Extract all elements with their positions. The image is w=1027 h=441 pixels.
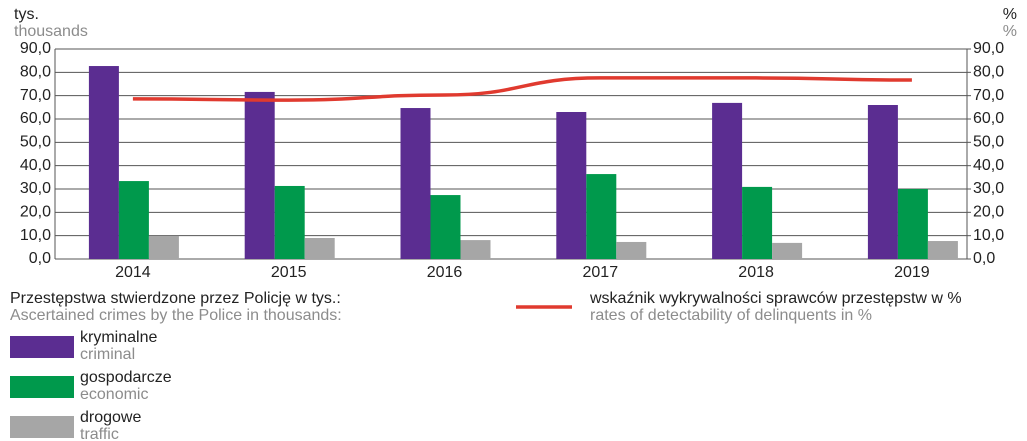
- y2-tick-label: 30,0: [973, 180, 1004, 197]
- y2-unit: %: [1003, 6, 1017, 23]
- legend-label: drogowe: [80, 409, 141, 426]
- y-tick-label: 0,0: [29, 250, 51, 267]
- x-tick-label: 2017: [583, 264, 619, 281]
- bar: [586, 174, 617, 259]
- legend-label: kryminalne: [80, 329, 157, 346]
- y-unit-en: thousands: [14, 23, 88, 40]
- y-unit: tys.: [14, 6, 39, 23]
- line: [132, 76, 912, 102]
- bar: [460, 240, 491, 259]
- y2-tick-label: 60,0: [973, 110, 1004, 127]
- y2-tick-label: 90,0: [973, 40, 1004, 57]
- legend-label: gospodarcze: [80, 369, 172, 386]
- y-tick-label: 80,0: [20, 64, 51, 81]
- y-tick-label: 20,0: [20, 204, 51, 221]
- bar: [927, 241, 958, 259]
- bar: [556, 112, 587, 259]
- bar: [772, 242, 803, 259]
- y-tick-label: 90,0: [20, 40, 51, 57]
- bar: [430, 195, 461, 259]
- legend-swatch: [10, 336, 74, 358]
- y2-tick-label: 0,0: [973, 250, 995, 267]
- x-tick-label: 2018: [738, 264, 774, 281]
- y2-tick-label: 10,0: [973, 227, 1004, 244]
- bar: [616, 241, 647, 259]
- legend-label-en: economic: [80, 386, 148, 403]
- legend-label-en: traffic: [80, 426, 119, 441]
- x-tick-label: 2015: [271, 264, 307, 281]
- y-tick-label: 30,0: [20, 180, 51, 197]
- legend-swatch: [10, 416, 74, 438]
- y-tick-label: 40,0: [20, 157, 51, 174]
- bar: [867, 105, 898, 259]
- legend-swatch: [10, 376, 74, 398]
- y-tick-label: 10,0: [20, 227, 51, 244]
- x-tick-label: 2016: [427, 264, 463, 281]
- y2-unit-en: %: [1003, 23, 1017, 40]
- y-tick-label: 70,0: [20, 87, 51, 104]
- bar: [742, 186, 773, 259]
- x-tick-label: 2019: [894, 264, 930, 281]
- x-tick-label: 2014: [115, 264, 151, 281]
- bar: [897, 189, 928, 259]
- y2-tick-label: 50,0: [973, 134, 1004, 151]
- y-tick-label: 60,0: [20, 110, 51, 127]
- bar: [304, 238, 335, 259]
- bar: [244, 91, 275, 259]
- legend-label-en: criminal: [80, 346, 135, 363]
- bar: [400, 108, 431, 260]
- y2-tick-label: 70,0: [973, 87, 1004, 104]
- y-tick-label: 50,0: [20, 134, 51, 151]
- y2-tick-label: 20,0: [973, 204, 1004, 221]
- legend-title-en: Ascertained crimes by the Police in thou…: [10, 307, 342, 324]
- bar: [88, 66, 119, 260]
- bar: [274, 185, 305, 259]
- legend-label: wskaźnik wykrywalności sprawców przestęp…: [589, 290, 962, 307]
- bar: [148, 235, 179, 259]
- y2-tick-label: 80,0: [973, 64, 1004, 81]
- legend-label-en: rates of detectability of delinquents in…: [590, 307, 872, 324]
- bar: [712, 102, 743, 260]
- bar: [118, 181, 149, 259]
- y2-tick-label: 40,0: [973, 157, 1004, 174]
- legend-title: Przestępstwa stwierdzone przez Policję w…: [10, 290, 341, 307]
